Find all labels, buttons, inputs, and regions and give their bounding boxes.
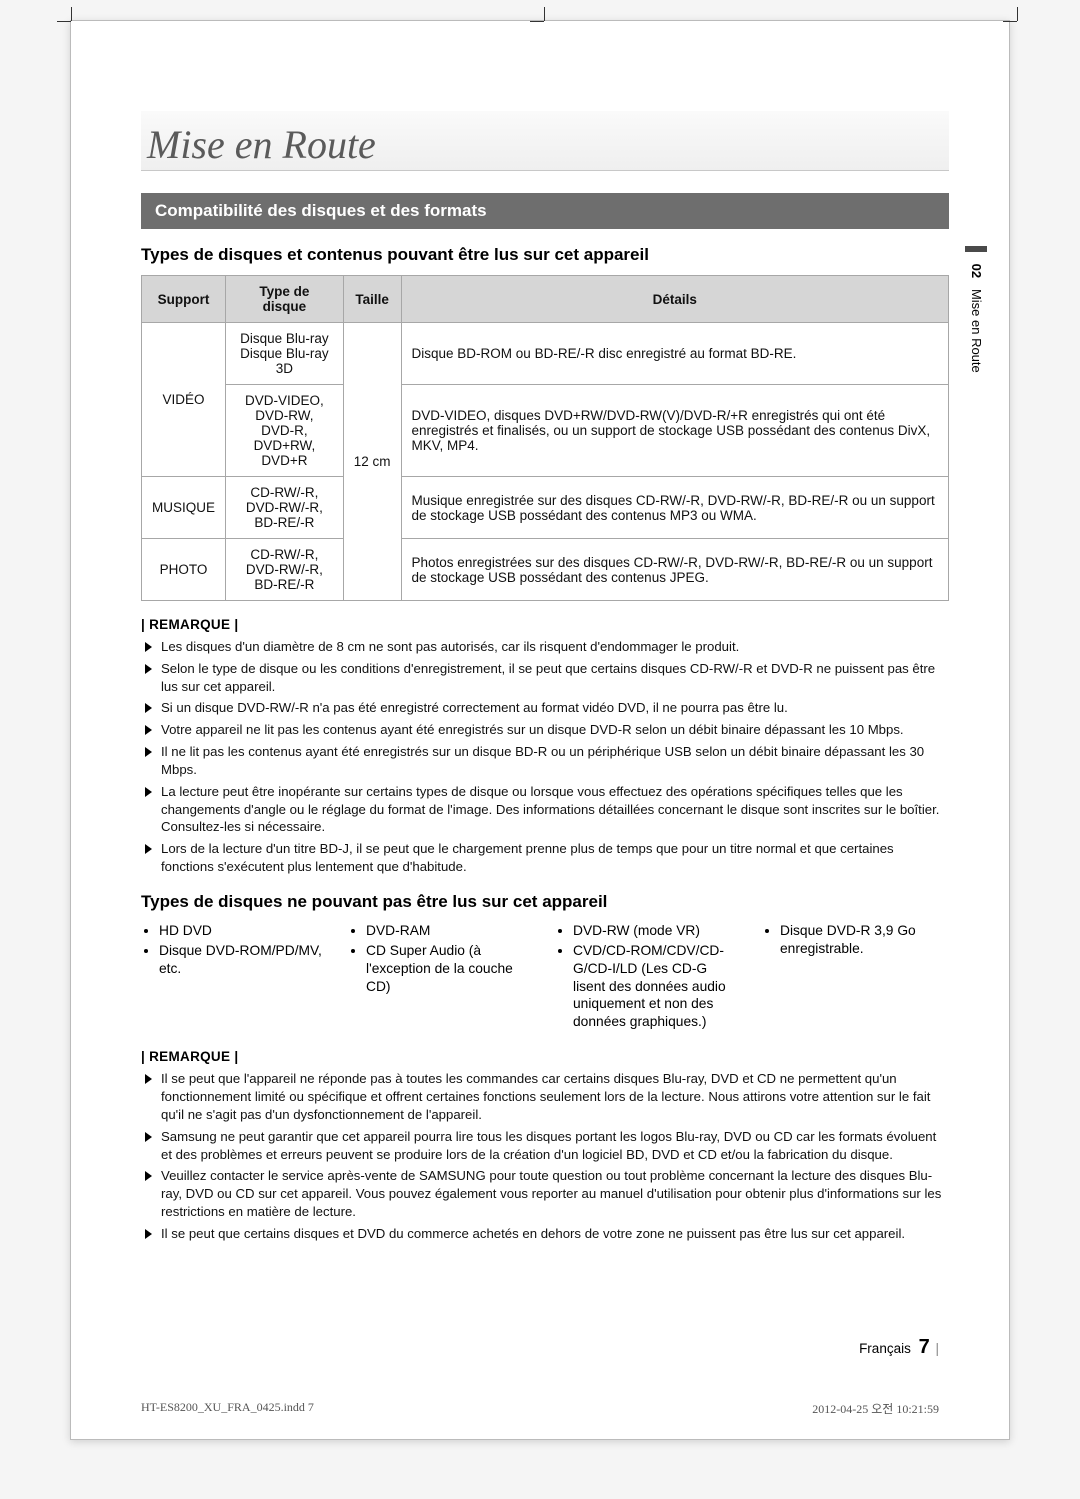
page-number-footer: Français 7 | <box>859 1336 939 1359</box>
list-item: CD Super Audio (à l'exception de la couc… <box>366 942 535 996</box>
note-item: Veuillez contacter le service après-vent… <box>145 1167 949 1220</box>
th-details: Détails <box>401 276 948 323</box>
cell-support-music: MUSIQUE <box>142 477 226 539</box>
note-item: Il ne lit pas les contenus ayant été enr… <box>145 743 949 779</box>
note-item: Samsung ne peut garantir que cet apparei… <box>145 1128 949 1164</box>
remark-label-1: | REMARQUE | <box>141 617 949 632</box>
note-item: Votre appareil ne lit pas les contenus a… <box>145 721 949 739</box>
cell-details: DVD-VIDEO, disques DVD+RW/DVD-RW(V)/DVD-… <box>401 385 948 477</box>
list-item: Disque DVD-R 3,9 Go enregistrable. <box>780 922 949 958</box>
cell-type: CD-RW/-R, DVD-RW/-R, BD-RE/-R <box>226 477 344 539</box>
unreadable-col-2: DVD-RAM CD Super Audio (à l'exception de… <box>348 922 535 1034</box>
unreadable-columns: HD DVD Disque DVD-ROM/PD/MV, etc. DVD-RA… <box>141 922 949 1034</box>
cell-support-video: VIDÉO <box>142 323 226 477</box>
list-item: CVD/CD-ROM/CDV/CD-G/CD-I/LD (Les CD-G li… <box>573 942 742 1032</box>
cell-support-photo: PHOTO <box>142 539 226 601</box>
cell-type: DVD-VIDEO, DVD-RW, DVD-R, DVD+RW, DVD+R <box>226 385 344 477</box>
section-heading-bar: Compatibilité des disques et des formats <box>141 193 949 229</box>
page-title: Mise en Route <box>147 121 949 168</box>
cell-type: Disque Blu-ray Disque Blu-ray 3D <box>226 323 344 385</box>
cell-details: Disque BD-ROM ou BD-RE/-R disc enregistr… <box>401 323 948 385</box>
note-item: Lors de la lecture d'un titre BD-J, il s… <box>145 840 949 876</box>
chapter-number: 02 <box>969 264 984 278</box>
th-support: Support <box>142 276 226 323</box>
list-item: HD DVD <box>159 922 328 940</box>
cell-type: CD-RW/-R, DVD-RW/-R, BD-RE/-R <box>226 539 344 601</box>
chapter-title-side: Mise en Route <box>969 289 984 373</box>
footer-language: Français <box>859 1341 911 1356</box>
note-item: Il se peut que certains disques et DVD d… <box>145 1225 949 1243</box>
unreadable-col-4: Disque DVD-R 3,9 Go enregistrable. <box>762 922 949 1034</box>
print-file-name: HT-ES8200_XU_FRA_0425.indd 7 <box>141 1400 314 1417</box>
cell-details: Musique enregistrée sur des disques CD-R… <box>401 477 948 539</box>
notes-list-1: Les disques d'un diamètre de 8 cm ne son… <box>141 638 949 876</box>
print-footer: HT-ES8200_XU_FRA_0425.indd 7 2012-04-25 … <box>141 1400 939 1417</box>
subheading-unreadable: Types de disques ne pouvant pas être lus… <box>141 892 949 912</box>
chapter-side-tab: 02 Mise en Route <box>965 246 987 373</box>
note-item: Il se peut que l'appareil ne réponde pas… <box>145 1070 949 1123</box>
notes-list-2: Il se peut que l'appareil ne réponde pas… <box>141 1070 949 1242</box>
note-item: Les disques d'un diamètre de 8 cm ne son… <box>145 638 949 656</box>
note-item: La lecture peut être inopérante sur cert… <box>145 783 949 836</box>
cell-size: 12 cm <box>343 323 401 601</box>
th-size: Taille <box>343 276 401 323</box>
note-item: Si un disque DVD-RW/-R n'a pas été enreg… <box>145 699 949 717</box>
print-timestamp: 2012-04-25 오전 10:21:59 <box>812 1400 939 1417</box>
table-header-row: Support Type de disque Taille Détails <box>142 276 949 323</box>
remark-label-2: | REMARQUE | <box>141 1049 949 1064</box>
page-title-wrap: Mise en Route <box>141 111 949 171</box>
table-row: MUSIQUE CD-RW/-R, DVD-RW/-R, BD-RE/-R Mu… <box>142 477 949 539</box>
compat-table: Support Type de disque Taille Détails VI… <box>141 275 949 601</box>
footer-bar: | <box>935 1341 939 1356</box>
cell-details: Photos enregistrées sur des disques CD-R… <box>401 539 948 601</box>
subheading-readable: Types de disques et contenus pouvant êtr… <box>141 245 949 265</box>
table-row: VIDÉO Disque Blu-ray Disque Blu-ray 3D 1… <box>142 323 949 385</box>
footer-page-number: 7 <box>919 1336 930 1358</box>
list-item: DVD-RAM <box>366 922 535 940</box>
th-type: Type de disque <box>226 276 344 323</box>
unreadable-col-1: HD DVD Disque DVD-ROM/PD/MV, etc. <box>141 922 328 1034</box>
unreadable-col-3: DVD-RW (mode VR) CVD/CD-ROM/CDV/CD-G/CD-… <box>555 922 742 1034</box>
table-row: DVD-VIDEO, DVD-RW, DVD-R, DVD+RW, DVD+R … <box>142 385 949 477</box>
note-item: Selon le type de disque ou les condition… <box>145 660 949 696</box>
crop-marks <box>71 21 1009 61</box>
list-item: DVD-RW (mode VR) <box>573 922 742 940</box>
manual-page: 02 Mise en Route Mise en Route Compatibi… <box>70 20 1010 1440</box>
list-item: Disque DVD-ROM/PD/MV, etc. <box>159 942 328 978</box>
table-row: PHOTO CD-RW/-R, DVD-RW/-R, BD-RE/-R Phot… <box>142 539 949 601</box>
